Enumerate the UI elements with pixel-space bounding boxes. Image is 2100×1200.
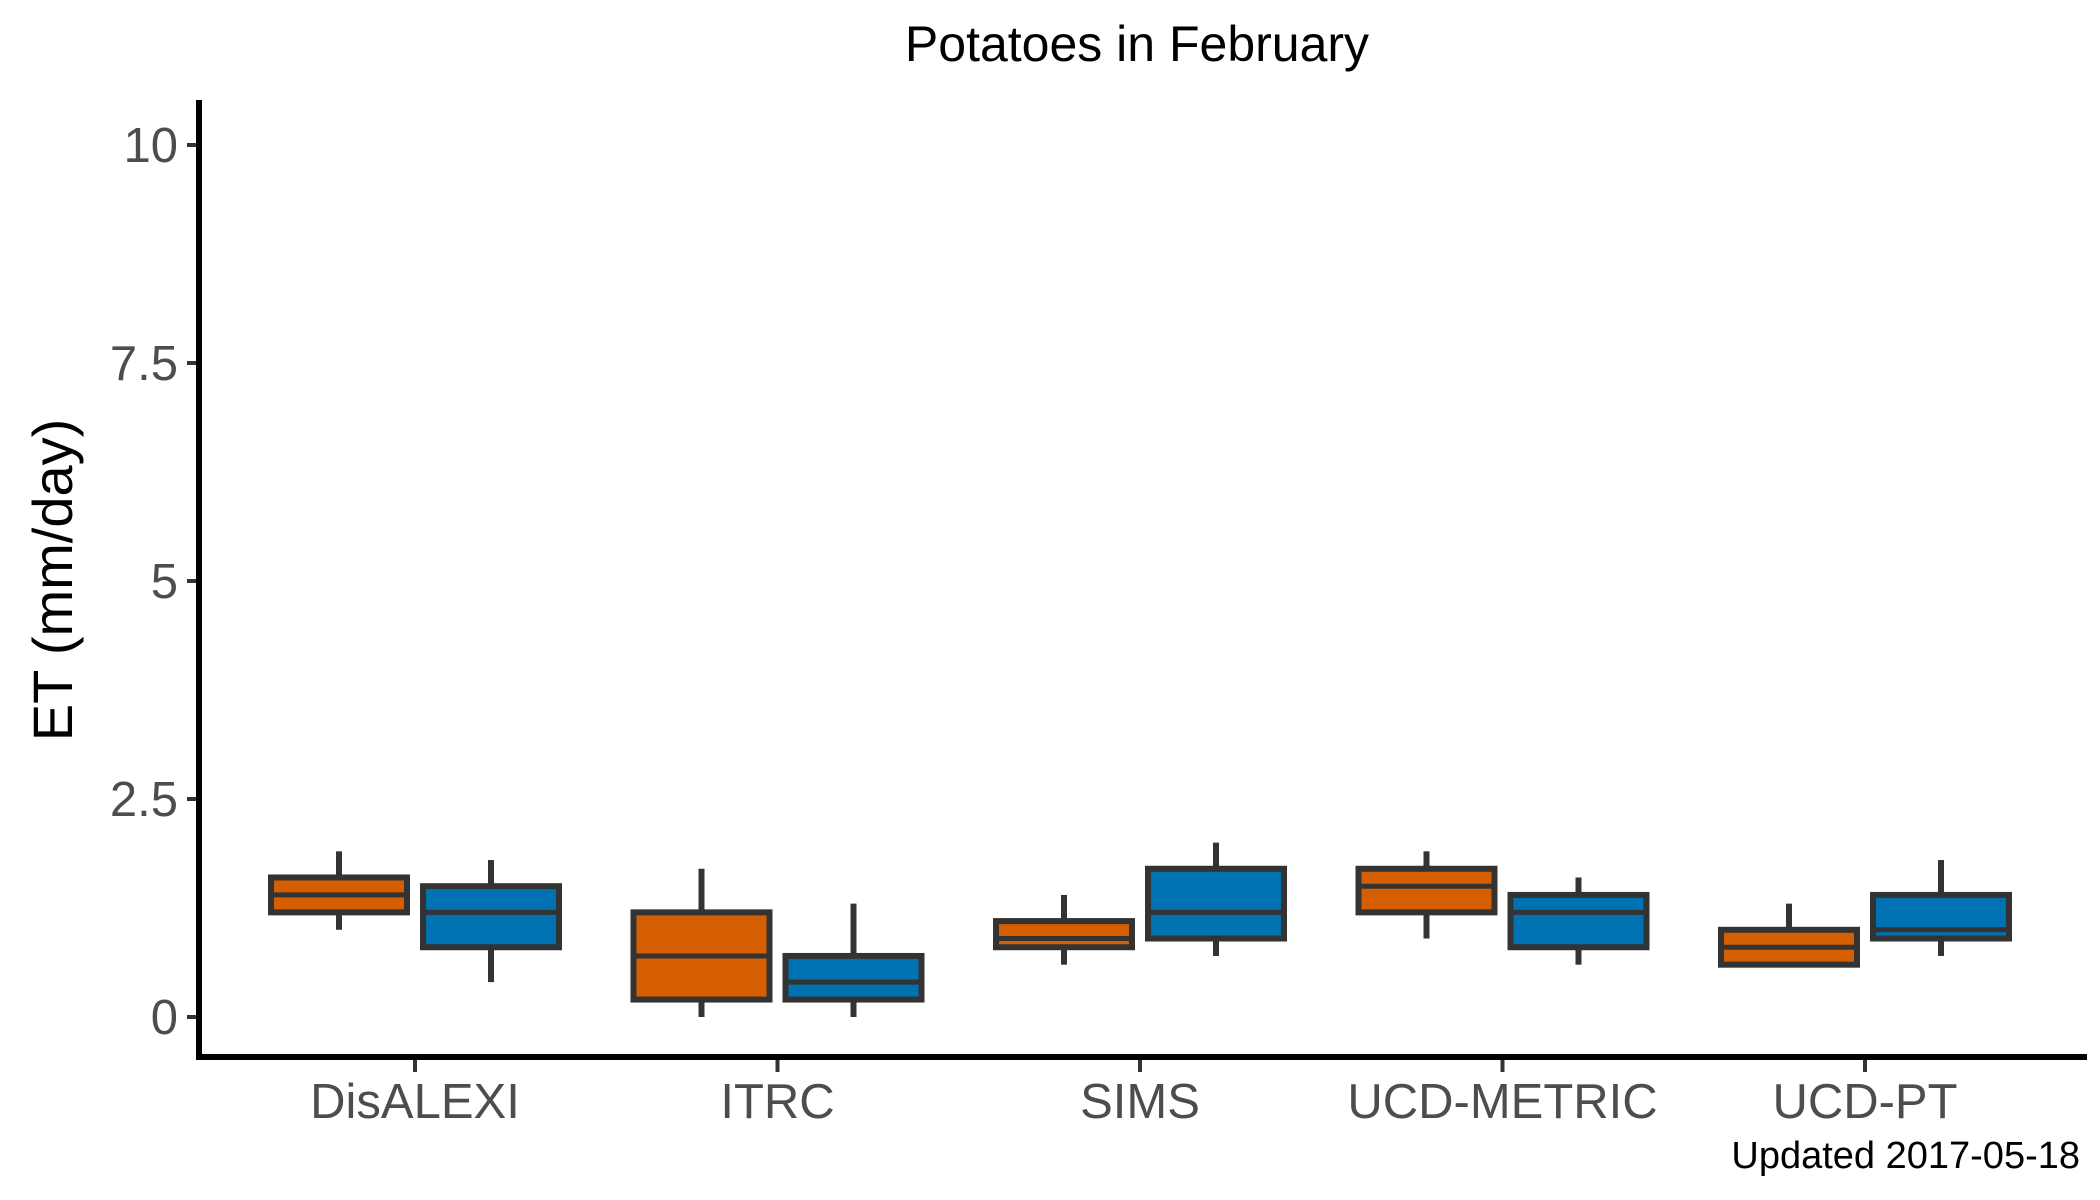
box-itrc-s2 <box>782 903 925 1017</box>
chart-title: Potatoes in February <box>905 16 1369 72</box>
box-disalexi-s2 <box>420 860 562 983</box>
box-ucd-metric-s2 <box>1507 877 1650 965</box>
box-body <box>993 918 1135 951</box>
box-ucd-metric-s1 <box>1355 851 1498 939</box>
box-itrc-s1 <box>630 868 773 1017</box>
updated-caption: Updated 2017-05-18 <box>1731 1135 2080 1177</box>
x-axis-ticks: DisALEXI ITRC SIMS UCD-METRIC UCD-PT <box>310 1060 1958 1129</box>
x-tick-label: UCD-PT <box>1772 1075 1957 1129</box>
x-tick-label: SIMS <box>1080 1075 1200 1129</box>
box-sims-s2 <box>1145 842 1287 956</box>
box-body <box>1507 891 1650 951</box>
y-axis-ticks: 0 2.5 5 7.5 10 <box>110 119 199 1045</box>
box-body <box>420 883 562 951</box>
box-body <box>782 952 925 1003</box>
box-disalexi-s1 <box>268 851 410 930</box>
y-tick-label: 10 <box>123 119 178 173</box>
y-tick-label: 7.5 <box>110 337 178 391</box>
y-axis-label: ET (mm/day) <box>21 419 84 742</box>
x-tick-label: DisALEXI <box>310 1075 520 1129</box>
x-tick-label: ITRC <box>720 1075 834 1129</box>
box-plot-marks <box>268 842 2012 1017</box>
box-ucd-pt-s2 <box>1870 860 2012 956</box>
box-body <box>1355 865 1498 916</box>
y-tick-label: 2.5 <box>110 773 178 827</box>
box-body <box>1145 865 1287 942</box>
box-ucd-pt-s1 <box>1718 903 1860 968</box>
y-tick-label: 5 <box>151 555 178 609</box>
x-tick-label: UCD-METRIC <box>1347 1075 1657 1129</box>
box-sims-s1 <box>993 894 1135 965</box>
y-tick-label: 0 <box>151 991 178 1045</box>
